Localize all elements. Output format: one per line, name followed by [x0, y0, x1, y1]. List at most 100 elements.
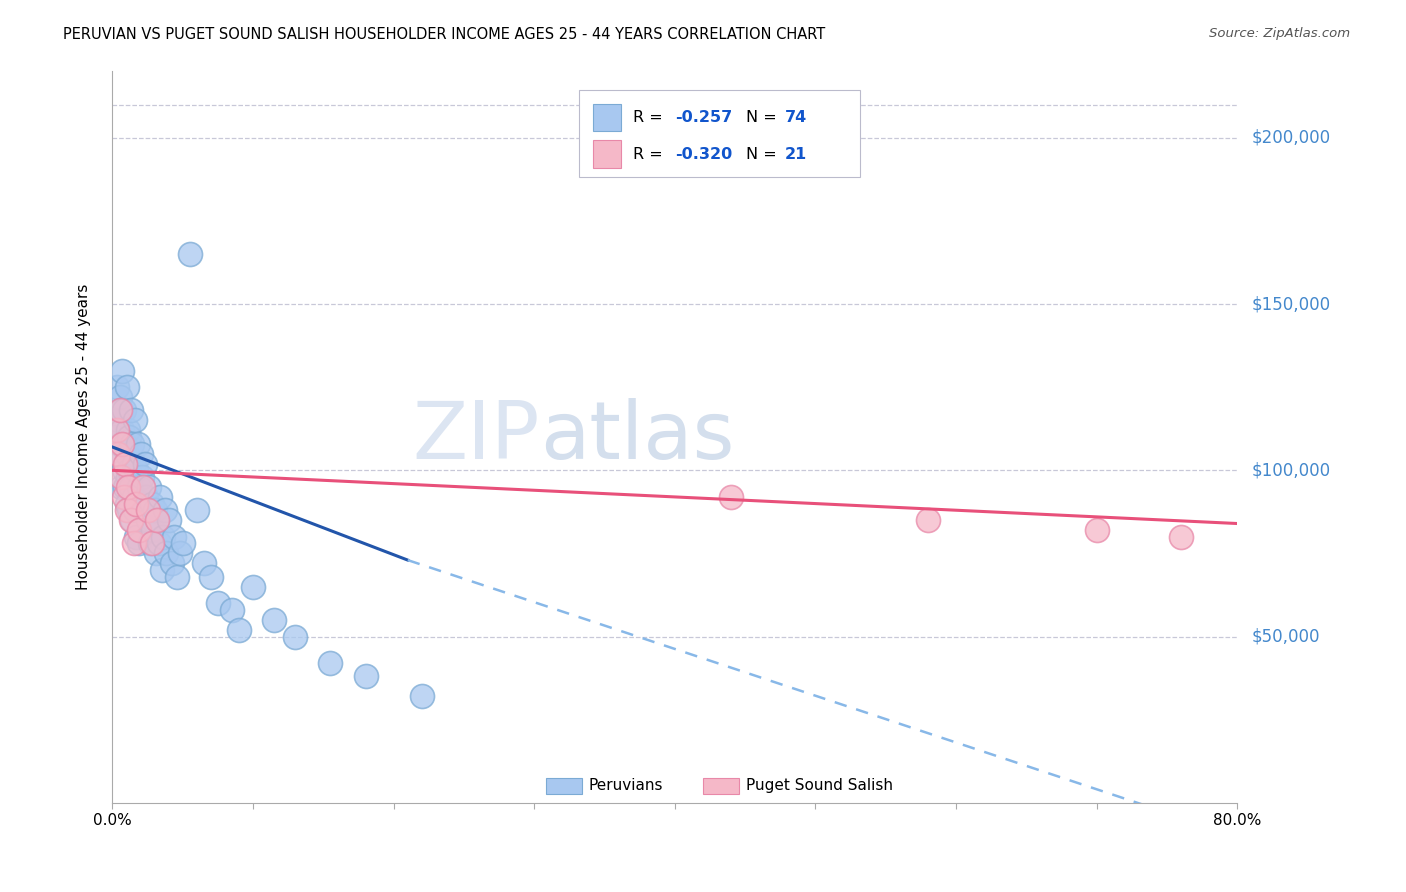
- Point: [200, 570, 222, 584]
- Text: $200,000: $200,000: [1251, 128, 1330, 147]
- Point: [149, 490, 172, 504]
- Point: [104, 430, 127, 444]
- FancyBboxPatch shape: [703, 778, 740, 794]
- Point: [152, 530, 174, 544]
- Point: [411, 690, 433, 704]
- Point: [121, 513, 143, 527]
- Text: Peruvians: Peruvians: [588, 779, 662, 794]
- Point: [136, 513, 159, 527]
- Point: [148, 536, 170, 550]
- Point: [172, 536, 194, 550]
- Point: [134, 457, 156, 471]
- Point: [121, 436, 143, 450]
- Point: [128, 523, 150, 537]
- Point: [139, 536, 162, 550]
- Point: [105, 380, 128, 394]
- Point: [228, 623, 250, 637]
- Point: [115, 447, 138, 461]
- Point: [142, 523, 165, 537]
- Point: [155, 546, 177, 560]
- Point: [107, 447, 129, 461]
- Point: [141, 536, 163, 550]
- Point: [114, 480, 136, 494]
- Y-axis label: Householder Income Ages 25 - 44 years: Householder Income Ages 25 - 44 years: [76, 284, 91, 591]
- Point: [118, 430, 141, 444]
- FancyBboxPatch shape: [593, 140, 621, 168]
- Point: [135, 490, 157, 504]
- Point: [1170, 530, 1192, 544]
- Point: [124, 503, 146, 517]
- Point: [160, 557, 183, 571]
- FancyBboxPatch shape: [593, 103, 621, 131]
- Text: Source: ZipAtlas.com: Source: ZipAtlas.com: [1209, 27, 1350, 40]
- Point: [108, 390, 131, 404]
- Point: [131, 470, 153, 484]
- Point: [111, 436, 134, 450]
- Point: [143, 503, 166, 517]
- Text: $150,000: $150,000: [1251, 295, 1330, 313]
- Point: [111, 424, 134, 438]
- Point: [115, 503, 138, 517]
- Point: [319, 656, 342, 670]
- Point: [221, 603, 243, 617]
- Text: -0.320: -0.320: [675, 146, 733, 161]
- Point: [105, 447, 128, 461]
- Point: [118, 463, 141, 477]
- Point: [108, 436, 131, 450]
- Point: [105, 424, 128, 438]
- Point: [111, 363, 134, 377]
- Text: Puget Sound Salish: Puget Sound Salish: [745, 779, 893, 794]
- Text: R =: R =: [633, 146, 668, 161]
- Text: 74: 74: [785, 110, 807, 125]
- Point: [132, 503, 155, 517]
- Point: [1085, 523, 1108, 537]
- Point: [129, 447, 152, 461]
- Text: N =: N =: [745, 110, 782, 125]
- Point: [242, 580, 264, 594]
- Point: [917, 513, 939, 527]
- Text: R =: R =: [633, 110, 668, 125]
- Point: [128, 480, 150, 494]
- Point: [110, 470, 132, 484]
- Point: [163, 530, 186, 544]
- Point: [146, 513, 169, 527]
- Point: [146, 513, 169, 527]
- Text: 21: 21: [785, 146, 807, 161]
- Point: [720, 490, 742, 504]
- Point: [193, 557, 215, 571]
- Text: N =: N =: [745, 146, 782, 161]
- Point: [114, 436, 136, 450]
- Point: [122, 536, 145, 550]
- Point: [153, 503, 176, 517]
- Point: [354, 669, 377, 683]
- Point: [112, 463, 135, 477]
- Point: [110, 480, 132, 494]
- Point: [127, 497, 149, 511]
- Point: [127, 436, 149, 450]
- Point: [112, 490, 135, 504]
- Point: [122, 457, 145, 471]
- FancyBboxPatch shape: [546, 778, 582, 794]
- Point: [179, 247, 201, 261]
- Point: [120, 513, 142, 527]
- Point: [157, 513, 180, 527]
- Point: [150, 563, 173, 577]
- Point: [136, 503, 159, 517]
- Point: [115, 380, 138, 394]
- Text: ZIP: ZIP: [412, 398, 540, 476]
- Text: atlas: atlas: [540, 398, 734, 476]
- Text: -0.257: -0.257: [675, 110, 733, 125]
- Point: [125, 530, 148, 544]
- Point: [108, 403, 131, 417]
- Point: [132, 480, 155, 494]
- Point: [122, 490, 145, 504]
- Text: $100,000: $100,000: [1251, 461, 1330, 479]
- Point: [120, 403, 142, 417]
- Point: [166, 570, 188, 584]
- Text: $50,000: $50,000: [1251, 628, 1320, 646]
- Point: [169, 546, 191, 560]
- Point: [114, 457, 136, 471]
- Point: [107, 413, 129, 427]
- Point: [117, 480, 139, 494]
- Point: [138, 480, 160, 494]
